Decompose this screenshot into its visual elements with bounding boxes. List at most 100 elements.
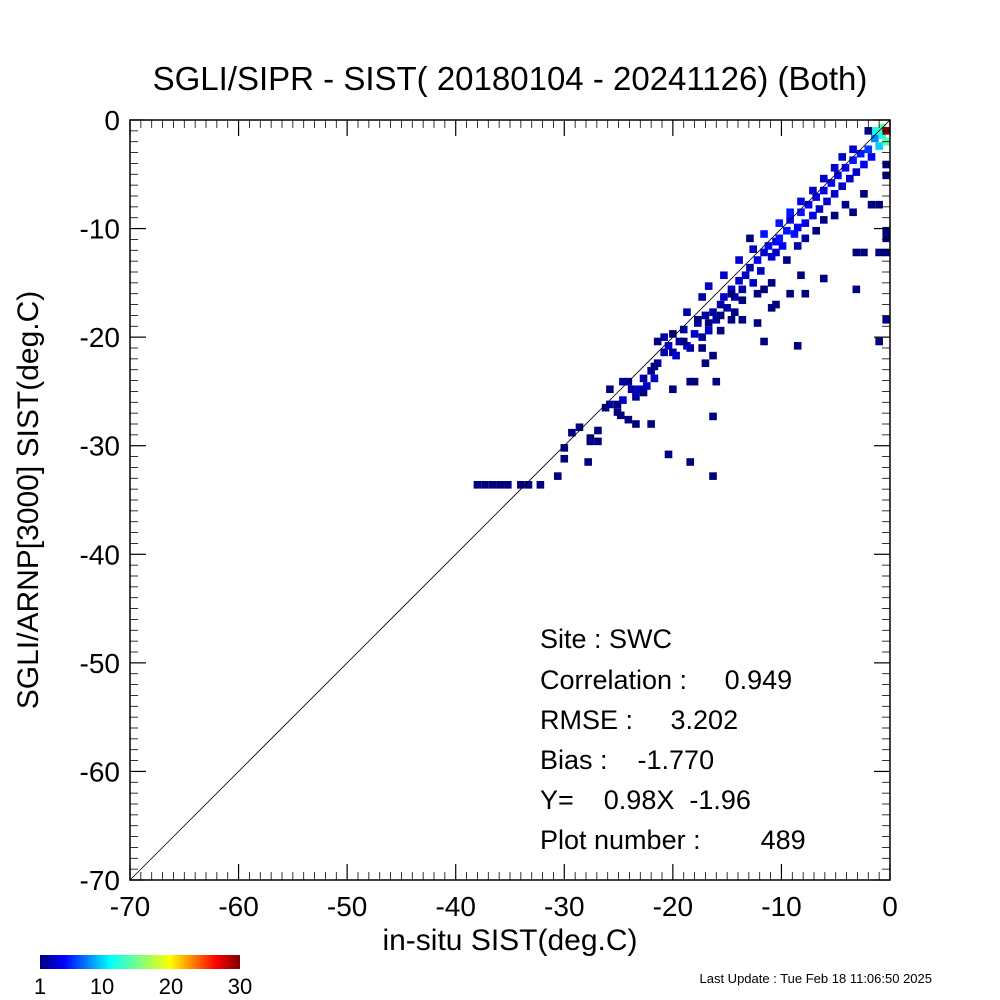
heatmap-cell xyxy=(760,285,768,294)
heatmap-cell xyxy=(875,200,883,209)
heatmap-cell xyxy=(860,190,868,198)
heatmap-cell xyxy=(753,289,762,298)
heatmap-cell xyxy=(834,171,842,180)
heatmap-cell xyxy=(819,174,828,183)
heatmap-cell xyxy=(720,293,728,301)
heatmap-cell xyxy=(709,472,717,480)
heatmap-cell xyxy=(594,437,602,446)
heatmap-cell xyxy=(730,308,739,316)
heatmap-cell xyxy=(867,153,876,161)
heatmap-cell xyxy=(775,219,784,227)
heatmap-cell xyxy=(686,344,695,352)
stat-site: Site : SWC xyxy=(540,624,672,654)
heatmap-cell xyxy=(772,300,780,309)
heatmap-cell xyxy=(867,200,876,209)
heatmap-cell xyxy=(819,216,828,224)
heatmap-cell xyxy=(553,472,562,480)
heatmap-cell xyxy=(473,481,482,489)
heatmap-cell xyxy=(720,271,728,280)
heatmap-cell xyxy=(786,289,794,298)
heatmap-cell xyxy=(812,193,820,201)
heatmap-cell xyxy=(647,367,655,375)
heatmap-cell xyxy=(841,200,850,209)
heatmap-cell xyxy=(632,420,640,428)
y-tick-label: 0 xyxy=(104,105,120,136)
heatmap-cell xyxy=(616,411,625,420)
heatmap-cell xyxy=(660,348,668,357)
x-axis-label: in-situ SIST(deg.C) xyxy=(382,924,637,957)
heatmap-cell xyxy=(635,385,643,394)
y-tick-label: -60 xyxy=(80,756,120,787)
x-tick-label: -60 xyxy=(218,891,258,922)
heatmap-cell xyxy=(517,481,525,489)
heatmap-cell xyxy=(827,179,836,187)
heatmap-cell xyxy=(664,342,673,350)
heatmap-cell xyxy=(584,458,592,466)
heatmap-cell xyxy=(594,426,602,435)
heatmap-cell xyxy=(875,248,883,257)
heatmap-cell xyxy=(804,200,813,209)
heatmap-cell xyxy=(653,337,662,346)
heatmap-cell xyxy=(838,182,847,191)
heatmap-cell xyxy=(882,234,890,243)
minor-ticks xyxy=(130,120,890,880)
heatmap-cell xyxy=(764,242,773,250)
heatmap-cell xyxy=(801,234,810,243)
heatmap-cell xyxy=(746,263,754,272)
heatmap-cell xyxy=(882,160,890,169)
heatmap-cell xyxy=(709,308,717,316)
heatmap-cell xyxy=(698,344,706,352)
heatmap-cell xyxy=(760,248,768,257)
heatmap-cell xyxy=(639,388,648,397)
heatmap-cell xyxy=(683,308,691,316)
heatmap-cell xyxy=(875,337,883,346)
heatmap-cell xyxy=(709,412,717,421)
heatmap-cell xyxy=(746,234,754,243)
heatmap-cell xyxy=(797,271,805,280)
heatmap-cell xyxy=(767,279,776,287)
heatmap-cell xyxy=(647,420,655,428)
heatmap-cell xyxy=(698,293,706,301)
heatmap-cell xyxy=(783,256,791,264)
heatmap-cell xyxy=(753,319,762,327)
heatmap-cell xyxy=(496,481,505,489)
heatmap-cell xyxy=(723,304,731,312)
heatmap-cell xyxy=(639,374,648,383)
x-tick-label: -40 xyxy=(435,891,475,922)
heatmap-cell xyxy=(801,219,810,227)
heatmap-cell xyxy=(882,171,890,180)
colorbar-labels: 1 10 20 30 xyxy=(34,974,252,999)
heatmap-cell xyxy=(882,315,890,324)
heatmap-cell xyxy=(786,208,794,217)
heatmap-cell xyxy=(560,444,569,452)
heatmap-cell xyxy=(504,481,512,489)
heatmap-cell xyxy=(536,481,545,489)
heatmap-cell xyxy=(875,142,883,150)
heatmap-cell xyxy=(778,242,787,250)
heatmap-cell xyxy=(716,326,725,335)
heatmap-cell xyxy=(727,315,736,324)
heatmap-cell xyxy=(760,230,768,238)
heatmap-cell xyxy=(849,156,857,164)
heatmap-cell xyxy=(741,271,750,280)
x-axis-ticks: -70 -60 -50 -40 -30 -20 -10 0 xyxy=(110,120,898,922)
colorbar-tick-label: 30 xyxy=(228,974,252,999)
heatmap-cell xyxy=(815,205,824,213)
heatmap-cell xyxy=(841,163,850,172)
heatmap-cell xyxy=(801,289,810,298)
heatmap-cell xyxy=(712,315,721,324)
heatmap-cell xyxy=(575,423,584,432)
x-tick-label: -20 xyxy=(653,891,693,922)
x-tick-label: -70 xyxy=(110,891,150,922)
heatmap-cell xyxy=(793,223,802,232)
heatmap-cell xyxy=(704,326,713,335)
y-tick-label: -40 xyxy=(80,539,120,570)
y-tick-label: -30 xyxy=(80,431,120,462)
heatmap-cell xyxy=(690,330,699,338)
heatmap-cell xyxy=(793,342,802,350)
heatmap-cell xyxy=(797,197,805,206)
heatmap-cell xyxy=(738,296,747,305)
heatmap-cell xyxy=(749,279,757,287)
colorbar xyxy=(40,955,240,969)
heatmap-cell xyxy=(864,127,873,135)
